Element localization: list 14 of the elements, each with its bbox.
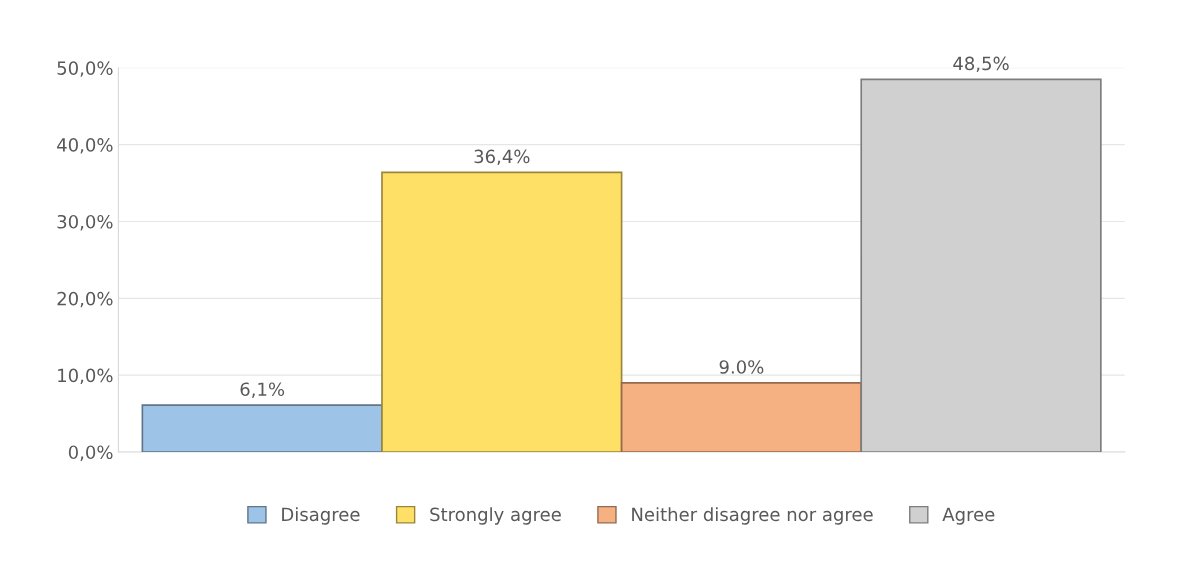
y-tick-label: 30,0% [57, 214, 113, 231]
y-tick-label: 40,0% [57, 138, 113, 154]
legend-label: Agree [942, 507, 995, 525]
y-tick-label: 0,0% [68, 445, 113, 461]
y-tick-label: 20,0% [57, 291, 113, 308]
y-tick-label: 10,0% [58, 368, 113, 385]
data-label: 6,1% [240, 382, 285, 398]
data-label: 48,5% [953, 56, 1009, 73]
y-tick-label: 50,0% [57, 61, 113, 77]
legend-label: Neither disagree nor agree [632, 507, 873, 525]
data-label: 9.0% [719, 360, 764, 374]
legend-label: Strongly agree [430, 507, 561, 525]
legend-label: Disagree [282, 507, 360, 525]
data-label: 36,4% [474, 149, 530, 166]
